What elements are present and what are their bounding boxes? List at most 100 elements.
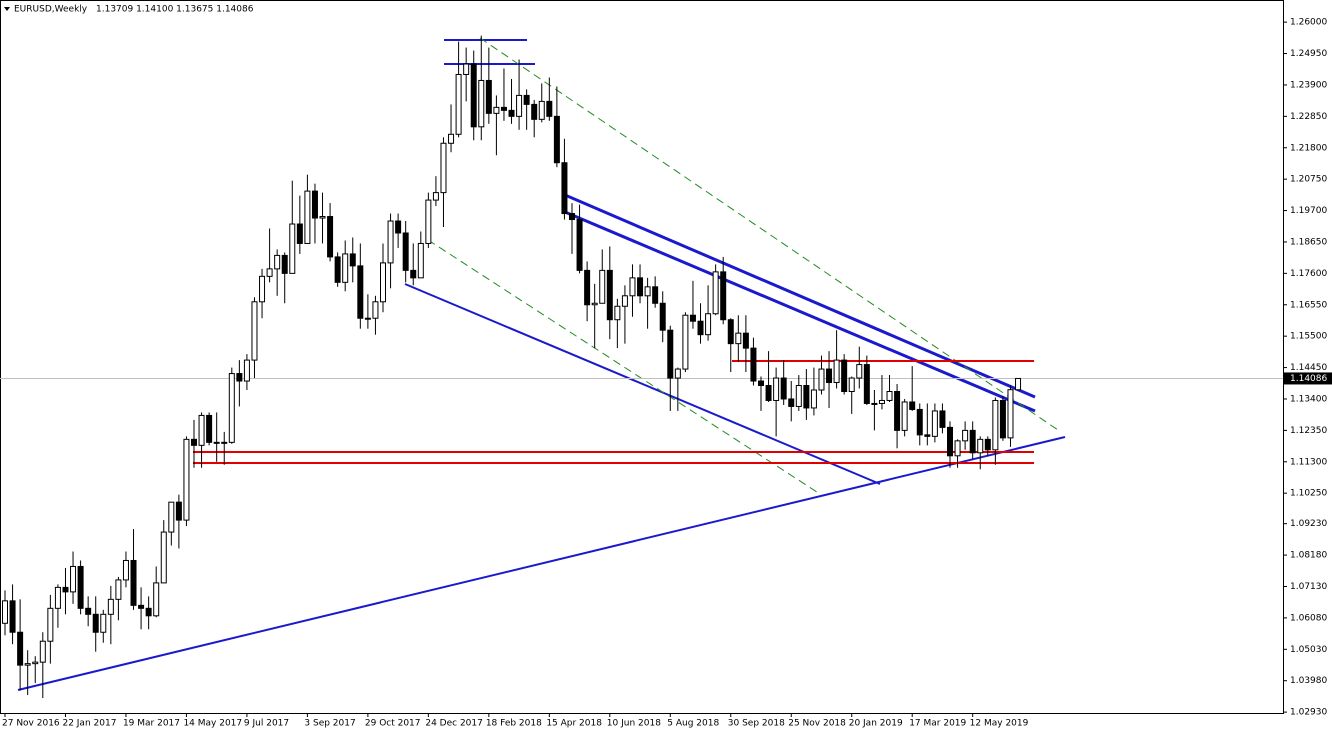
y-tick-label: 1.21800 <box>1290 143 1327 153</box>
candle-body <box>432 192 439 201</box>
current-price-box <box>1284 372 1332 385</box>
candle-body <box>168 501 175 533</box>
y-tick-label: 1.09230 <box>1290 519 1327 529</box>
candle-body <box>947 426 953 457</box>
y-tick-label: 1.20750 <box>1290 175 1327 185</box>
x-tick-label: 12 May 2019 <box>970 719 1029 729</box>
candle-body <box>327 216 334 258</box>
candle-body <box>213 441 220 444</box>
candle-body <box>349 253 356 267</box>
x-tick-label: 18 Feb 2018 <box>486 719 542 729</box>
candle-body <box>440 142 447 194</box>
candle-body <box>138 604 145 609</box>
candle-body <box>357 265 364 319</box>
y-tick-label: 1.18650 <box>1290 237 1327 247</box>
candle-body <box>531 103 538 120</box>
candle-body <box>909 401 916 410</box>
candle-body <box>735 332 742 345</box>
candle-body <box>833 359 840 384</box>
candle-body <box>1007 389 1014 439</box>
candle-body <box>311 190 318 219</box>
candle-body <box>871 402 878 405</box>
candle-body <box>788 398 795 407</box>
candle-body <box>962 429 969 442</box>
candle-body <box>380 262 386 303</box>
candle-body <box>637 277 644 297</box>
candle-body <box>682 314 689 370</box>
candle-body <box>750 347 757 382</box>
candle-body <box>395 220 402 234</box>
candle-body <box>183 438 190 521</box>
y-tick-label: 1.23900 <box>1290 80 1327 90</box>
candle-body <box>2 600 8 624</box>
candle-body <box>191 438 197 446</box>
candle-body <box>70 565 77 593</box>
candle-body <box>470 63 477 128</box>
candle-body <box>455 73 462 135</box>
y-tick-label: 1.13400 <box>1290 394 1327 404</box>
y-tick-label: 1.24950 <box>1290 49 1327 59</box>
candle-body <box>251 301 258 361</box>
candle-body <box>977 438 984 454</box>
candle-body <box>175 501 182 521</box>
candle-body <box>410 269 417 279</box>
candle-body <box>576 219 583 271</box>
candle-body <box>508 109 515 117</box>
candle-body <box>372 301 379 319</box>
candle-body <box>334 256 341 283</box>
candle-body <box>402 232 409 271</box>
candle-body <box>85 607 92 615</box>
candle-body <box>425 199 432 244</box>
candle-body <box>130 559 137 606</box>
candle-body <box>448 133 455 144</box>
x-tick-label: 24 Dec 2017 <box>425 719 483 729</box>
x-tick-label: 3 Sep 2017 <box>304 719 355 729</box>
symbol-label: EURUSD,Weekly <box>14 5 88 15</box>
candle-body <box>274 254 281 270</box>
candle-body <box>705 313 712 336</box>
candle-body <box>463 63 470 75</box>
candle-body <box>614 305 621 321</box>
trendline <box>17 436 1066 691</box>
candle-body <box>720 271 727 321</box>
trendline <box>564 193 1036 399</box>
candle-body <box>629 277 636 297</box>
candle-body <box>153 582 160 617</box>
plot-frame <box>0 0 1284 714</box>
candle-body <box>546 100 553 117</box>
y-tick-label: 1.26000 <box>1290 18 1327 28</box>
menu-arrow[interactable] <box>4 7 10 11</box>
x-tick-label: 29 Oct 2017 <box>365 719 421 729</box>
y-tick-label: 1.12350 <box>1290 426 1327 436</box>
candle-body <box>674 368 681 379</box>
candle-body <box>954 440 961 457</box>
candle-body <box>62 586 69 593</box>
candle-body <box>569 213 575 221</box>
candle-body <box>727 319 734 345</box>
candle-body <box>47 607 54 642</box>
candle-body <box>145 607 152 617</box>
current-price-label: 1.14086 <box>1290 374 1327 384</box>
y-tick-label: 1.15500 <box>1290 332 1327 342</box>
candle-body <box>712 271 719 315</box>
y-tick-label: 1.06080 <box>1290 613 1327 623</box>
candle-body <box>659 302 666 331</box>
candle-body <box>387 220 394 264</box>
candle-body <box>364 317 371 320</box>
candle-body <box>206 414 213 443</box>
candle-body <box>32 661 39 665</box>
candle-body <box>667 329 674 379</box>
y-tick-label: 1.14450 <box>1290 363 1327 373</box>
y-tick-label: 1.02930 <box>1290 708 1327 718</box>
y-tick-label: 1.07130 <box>1290 582 1327 592</box>
candle-body <box>992 399 999 451</box>
candle-body <box>916 408 923 436</box>
x-tick-label: 30 Sep 2018 <box>728 719 785 729</box>
candle-body <box>304 190 311 244</box>
ohlc-label: 1.13709 1.14100 1.13675 1.14086 <box>96 5 254 15</box>
y-tick-label: 1.22850 <box>1290 112 1327 122</box>
x-tick-label: 19 Mar 2017 <box>123 719 180 729</box>
candle-body <box>863 364 870 404</box>
candle-body <box>1015 377 1022 391</box>
